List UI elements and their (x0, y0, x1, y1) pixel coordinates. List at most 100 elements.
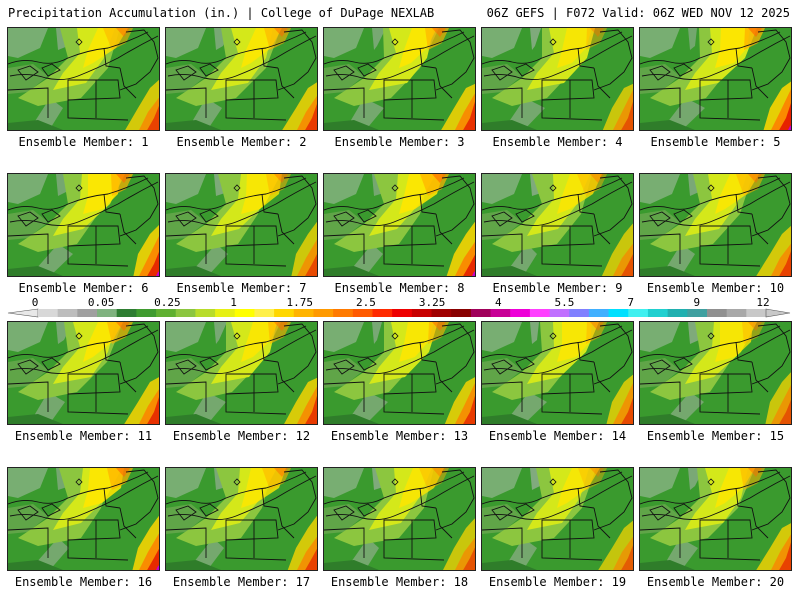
colorbar-tick-label: 7 (627, 296, 634, 309)
precip-map-20[interactable] (639, 467, 792, 571)
ensemble-panel-1[interactable]: Ensemble Member: 1 (7, 27, 160, 153)
ensemble-panel-15[interactable]: Ensemble Member: 15 (639, 321, 792, 447)
ensemble-panel-13[interactable]: Ensemble Member: 13 (323, 321, 476, 447)
ensemble-panel-10[interactable]: Ensemble Member: 10 (639, 173, 792, 299)
colorbar-tick-label: 5.5 (554, 296, 575, 309)
ensemble-panel-4[interactable]: Ensemble Member: 4 (481, 27, 634, 153)
colorbar-tick-label: 0.25 (154, 296, 181, 309)
precip-map-1[interactable] (7, 27, 160, 131)
colorbar-swatch (687, 309, 708, 317)
colorbar-swatch (234, 309, 255, 317)
ensemble-panel-7[interactable]: Ensemble Member: 7 (165, 173, 318, 299)
colorbar-tick-label: 0.05 (87, 296, 115, 309)
ensemble-panel-11[interactable]: Ensemble Member: 11 (7, 321, 160, 447)
precip-map-13[interactable] (323, 321, 476, 425)
colorbar-tick-label: 1 (230, 296, 237, 309)
colorbar-tick-label: 1.75 (286, 296, 313, 309)
colorbar-swatch (746, 309, 767, 317)
ensemble-member-label: Ensemble Member: 14 (488, 429, 627, 443)
colorbar-swatch (313, 309, 334, 317)
colorbar-swatch (431, 309, 452, 317)
ensemble-member-label: Ensemble Member: 17 (172, 575, 311, 589)
precip-map-7[interactable] (165, 173, 318, 277)
colorbar-swatch (569, 309, 590, 317)
colorbar-swatch (195, 309, 216, 317)
ensemble-member-label: Ensemble Member: 5 (650, 135, 781, 149)
precip-map-18[interactable] (323, 467, 476, 571)
precip-map-9[interactable] (481, 173, 634, 277)
ensemble-member-label: Ensemble Member: 13 (330, 429, 469, 443)
ensemble-member-label: Ensemble Member: 6 (18, 281, 149, 295)
colorbar-min-arrow (7, 308, 39, 318)
colorbar-swatch (588, 309, 610, 317)
colorbar-swatch (215, 309, 236, 317)
ensemble-panel-20[interactable]: Ensemble Member: 20 (639, 467, 792, 593)
colorbar-swatch (136, 309, 157, 317)
ensemble-member-label: Ensemble Member: 12 (172, 429, 311, 443)
precip-map-3[interactable] (323, 27, 476, 131)
colorbar (7, 308, 791, 318)
colorbar-swatch (451, 309, 472, 317)
precip-map-10[interactable] (639, 173, 792, 277)
colorbar-swatch (726, 309, 747, 317)
precip-map-17[interactable] (165, 467, 318, 571)
colorbar-swatch (549, 309, 570, 317)
colorbar-swatch (510, 309, 531, 317)
run-valid-time: 06Z GEFS | F072 Valid: 06Z WED NOV 12 20… (486, 6, 790, 20)
colorbar-swatch (156, 309, 177, 317)
precip-map-5[interactable] (639, 27, 792, 131)
ensemble-member-label: Ensemble Member: 7 (176, 281, 307, 295)
precip-map-2[interactable] (165, 27, 318, 131)
colorbar-swatch (470, 309, 492, 317)
precip-map-8[interactable] (323, 173, 476, 277)
colorbar-tick-label: 3.25 (418, 296, 446, 309)
precip-map-12[interactable] (165, 321, 318, 425)
precip-map-11[interactable] (7, 321, 160, 425)
ensemble-panel-6[interactable]: Ensemble Member: 6 (7, 173, 160, 299)
ensemble-panel-17[interactable]: Ensemble Member: 17 (165, 467, 318, 593)
colorbar-swatch (372, 309, 393, 317)
ensemble-panel-18[interactable]: Ensemble Member: 18 (323, 467, 476, 593)
colorbar-legend: 0 0.05 0.25 1 1.75 2.5 3.25 4 5.5 7 9 12 (0, 296, 800, 320)
ensemble-panel-12[interactable]: Ensemble Member: 12 (165, 321, 318, 447)
colorbar-swatch (97, 309, 118, 317)
precip-map-15[interactable] (639, 321, 792, 425)
colorbar-swatch (333, 309, 354, 317)
colorbar-swatch (352, 309, 373, 317)
ensemble-member-label: Ensemble Member: 8 (334, 281, 465, 295)
colorbar-swatch (175, 309, 196, 317)
ensemble-member-label: Ensemble Member: 10 (646, 281, 785, 295)
precip-map-19[interactable] (481, 467, 634, 571)
ensemble-panel-3[interactable]: Ensemble Member: 3 (323, 27, 476, 153)
precip-map-4[interactable] (481, 27, 634, 131)
precip-map-16[interactable] (7, 467, 160, 571)
colorbar-swatch (608, 309, 629, 317)
ensemble-member-label: Ensemble Member: 1 (18, 135, 149, 149)
colorbar-tick-label: 12 (756, 296, 770, 309)
map-title: Precipitation Accumulation (in.) | Colle… (8, 6, 435, 20)
colorbar-swatch (392, 309, 413, 317)
precip-map-6[interactable] (7, 173, 160, 277)
ensemble-panel-16[interactable]: Ensemble Member: 16 (7, 467, 160, 593)
colorbar-tick-label: 0 (31, 296, 39, 309)
colorbar-swatch (293, 309, 314, 317)
colorbar-swatch (57, 309, 78, 317)
colorbar-tick-label: 9 (693, 296, 701, 309)
colorbar-swatch (706, 309, 728, 317)
colorbar-swatch (38, 309, 59, 317)
ensemble-panel-14[interactable]: Ensemble Member: 14 (481, 321, 634, 447)
ensemble-panel-19[interactable]: Ensemble Member: 19 (481, 467, 634, 593)
colorbar-swatch (116, 309, 137, 317)
ensemble-panel-2[interactable]: Ensemble Member: 2 (165, 27, 318, 153)
ensemble-member-label: Ensemble Member: 3 (334, 135, 465, 149)
ensemble-panel-8[interactable]: Ensemble Member: 8 (323, 173, 476, 299)
precip-map-14[interactable] (481, 321, 634, 425)
ensemble-member-label: Ensemble Member: 16 (14, 575, 153, 589)
colorbar-swatch (529, 309, 551, 317)
colorbar-swatch (628, 309, 649, 317)
ensemble-member-label: Ensemble Member: 19 (488, 575, 627, 589)
ensemble-panel-9[interactable]: Ensemble Member: 9 (481, 173, 634, 299)
ensemble-panel-5[interactable]: Ensemble Member: 5 (639, 27, 792, 153)
colorbar-swatch (667, 309, 688, 317)
colorbar-swatch (647, 309, 669, 317)
